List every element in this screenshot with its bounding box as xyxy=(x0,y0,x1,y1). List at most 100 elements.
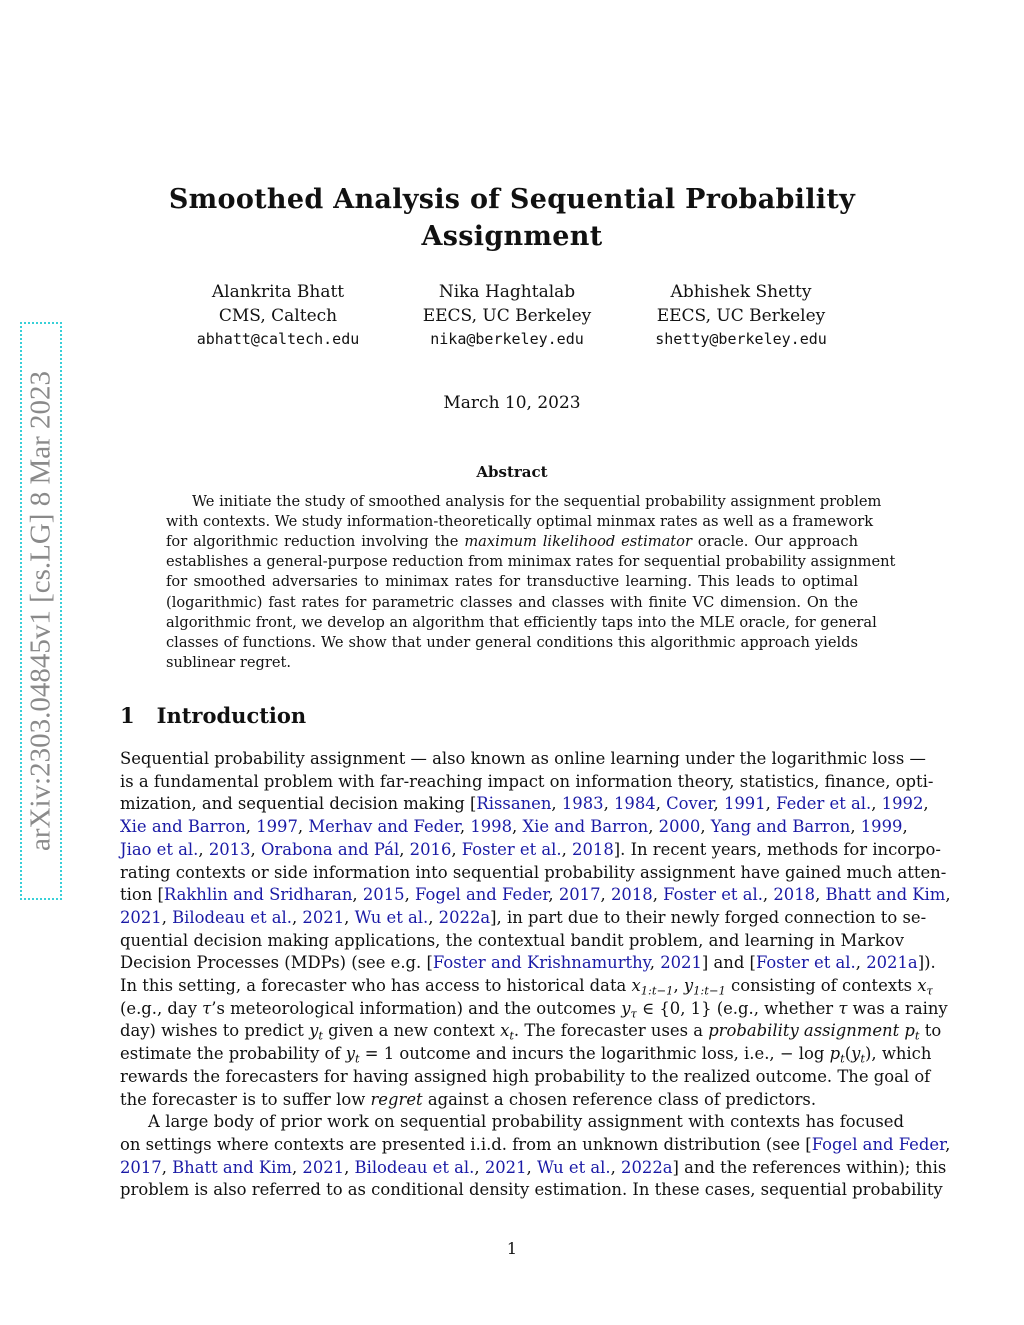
citation-link[interactable]: Cover xyxy=(666,794,714,814)
math-symbol: 1:t−1 xyxy=(640,983,674,998)
citation-link[interactable]: Bilodeau et al. xyxy=(172,907,292,927)
citation-link[interactable]: 2021 xyxy=(660,953,702,973)
math-symbol: t xyxy=(509,1028,514,1043)
citation-link[interactable]: Foster et al. xyxy=(755,953,856,973)
text-span: the forecaster is to suffer low xyxy=(120,1089,371,1109)
author-email[interactable]: abhatt@caltech.edu xyxy=(196,330,360,348)
text-span: probability assignment xyxy=(708,1021,900,1041)
citation-link[interactable]: 2017 xyxy=(558,885,601,905)
citation-link[interactable]: 1983 xyxy=(561,794,604,814)
citation-link[interactable]: Rissanen xyxy=(476,794,552,814)
citation-link[interactable]: Bhatt and Kim xyxy=(172,1157,292,1177)
text-line: day) wishes to predict yt given a new co… xyxy=(120,1021,941,1043)
citation-link[interactable]: Jiao et al. xyxy=(120,839,199,859)
text-span: , xyxy=(815,885,826,905)
citation-link[interactable]: Orabona and Pál xyxy=(260,839,400,859)
text-span: oracle. Our approach xyxy=(691,533,858,551)
text-line: A large body of prior work on sequential… xyxy=(120,1112,904,1131)
text-span: tion [ xyxy=(120,885,164,905)
citation-link[interactable]: 2018 xyxy=(572,839,614,859)
citation-link[interactable]: Rakhlin and Sridharan xyxy=(163,885,353,905)
citation-link[interactable]: Yang and Barron xyxy=(710,817,851,837)
text-span: , xyxy=(603,794,614,814)
citation-link[interactable]: 1999 xyxy=(860,817,903,837)
text-span: ]). xyxy=(917,953,936,973)
text-span: Sequential probability assignment — also… xyxy=(120,749,926,768)
math-symbol: x xyxy=(500,1021,510,1041)
author-email[interactable]: nika@berkeley.edu xyxy=(430,330,584,348)
citation-link[interactable]: Feder et al. xyxy=(776,794,872,814)
citation-link[interactable]: Wu et al. xyxy=(354,907,429,927)
citation-link[interactable]: 2021 xyxy=(120,907,162,927)
text-line: algorithmic front, we develop an algorit… xyxy=(166,614,877,631)
citation-link[interactable]: 2016 xyxy=(409,839,452,859)
text-span: , xyxy=(551,794,562,814)
math-symbol: x xyxy=(631,976,641,995)
author-affiliation: CMS, Caltech xyxy=(218,305,338,326)
text-span: , xyxy=(474,1157,485,1177)
text-span: , xyxy=(561,839,573,859)
text-span: , xyxy=(198,839,209,859)
text-span: against a chosen reference class of pred… xyxy=(422,1089,817,1109)
citation-link[interactable]: Wu et al. xyxy=(536,1157,611,1177)
text-line: quential decision making applications, t… xyxy=(120,931,904,950)
author-email[interactable]: shetty@berkeley.edu xyxy=(655,330,827,348)
citation-link[interactable]: 2022a xyxy=(438,907,491,927)
math-symbol: y xyxy=(851,1044,861,1064)
text-span: , xyxy=(850,817,861,837)
arxiv-id: arXiv:2303.04845v1 [cs.LG] 8 Mar 2023 xyxy=(24,370,57,852)
text-line: In this setting, a forecaster who has ac… xyxy=(120,976,933,998)
text-span: , xyxy=(428,907,439,927)
citation-link[interactable]: 1998 xyxy=(470,817,513,837)
text-span: = 1 outcome and incurs the logarithmic l… xyxy=(359,1044,830,1064)
citation-link[interactable]: Foster et al. xyxy=(461,839,562,859)
text-span: (e.g., day xyxy=(120,998,203,1018)
text-span: , xyxy=(548,885,559,905)
text-span: , xyxy=(945,1134,951,1154)
citation-link[interactable]: 1984 xyxy=(613,794,656,814)
citation-link[interactable]: Fogel and Feder xyxy=(414,885,549,905)
text-span: estimate the probability of xyxy=(120,1044,346,1064)
math-symbol: τ xyxy=(838,998,848,1018)
citation-link[interactable]: Fogel and Feder xyxy=(811,1134,946,1154)
citation-link[interactable]: 2018 xyxy=(773,885,816,905)
math-symbol: p xyxy=(904,1021,915,1041)
citation-link[interactable]: Bilodeau et al. xyxy=(354,1157,475,1177)
citation-link[interactable]: 2021 xyxy=(302,1157,345,1177)
citation-link[interactable]: 2021 xyxy=(302,907,345,927)
citation-link[interactable]: Bhatt and Kim xyxy=(825,885,946,905)
text-span: establishes a general-purpose reduction … xyxy=(166,553,896,571)
text-line: Xie and Barron, 1997, Merhav and Feder, … xyxy=(120,817,908,837)
citation-link[interactable]: 1991 xyxy=(723,794,766,814)
text-span: , xyxy=(352,885,363,905)
text-span: given a new context xyxy=(322,1021,501,1041)
text-line: mization, and sequential decision making… xyxy=(120,794,929,814)
text-line: tion [Rakhlin and Sridharan, 2015, Fogel… xyxy=(120,885,951,905)
citation-link[interactable]: Foster and Krishnamurthy xyxy=(432,953,650,973)
citation-link[interactable]: Foster et al. xyxy=(663,885,763,905)
math-symbol: τ xyxy=(202,998,212,1018)
citation-link[interactable]: 1997 xyxy=(256,817,298,837)
citation-link[interactable]: 2021a xyxy=(866,953,918,973)
text-line: rating contexts or side information into… xyxy=(120,863,946,882)
citation-link[interactable]: 2015 xyxy=(362,885,405,905)
citation-link[interactable]: 1992 xyxy=(881,794,924,814)
text-span: , xyxy=(245,817,257,837)
author-affiliation: EECS, UC Berkeley xyxy=(656,305,826,326)
text-span: is a fundamental problem with far-reachi… xyxy=(120,771,934,791)
citation-link[interactable]: 2022a xyxy=(621,1157,673,1177)
citation-link[interactable]: 2018 xyxy=(610,885,653,905)
text-span: A large body of prior work on sequential… xyxy=(148,1112,904,1132)
citation-link[interactable]: Merhav and Feder xyxy=(308,817,460,837)
citation-link[interactable]: Xie and Barron xyxy=(120,817,246,837)
text-line: on settings where contexts are presented… xyxy=(120,1135,950,1154)
text-span: ( xyxy=(844,1044,852,1064)
citation-link[interactable]: 2000 xyxy=(658,817,701,837)
citation-link[interactable]: Xie and Barron xyxy=(522,817,649,837)
citation-link[interactable]: 2017 xyxy=(120,1157,162,1177)
text-span: mization, and sequential decision making… xyxy=(120,794,477,814)
text-span: quential decision making applications, t… xyxy=(120,930,904,950)
citation-link[interactable]: 2013 xyxy=(208,839,251,859)
citation-link[interactable]: 2021 xyxy=(484,1157,527,1177)
author-block: Alankrita Bhatt CMS, Caltech abhatt@calt… xyxy=(158,281,398,352)
